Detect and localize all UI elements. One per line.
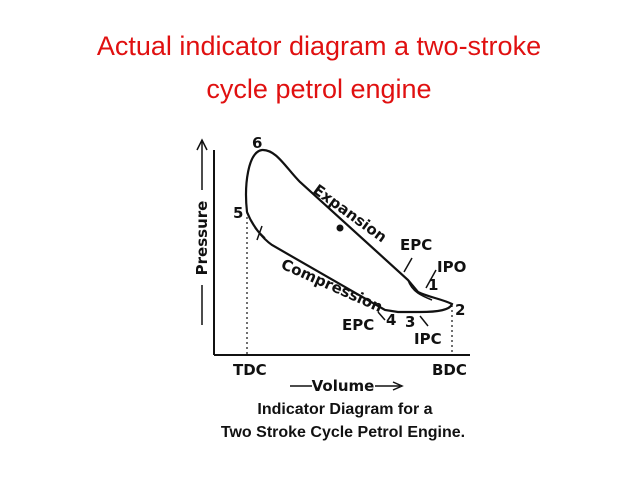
indicator-curve: [244, 148, 454, 314]
inner-loop: [407, 279, 433, 301]
epc-label: EPC: [400, 236, 432, 254]
ipc-label: IPC: [414, 330, 442, 348]
title-line: cycle petrol engine: [206, 74, 431, 104]
arrow-head: [392, 381, 404, 391]
pressure-label: Pressure: [193, 201, 211, 276]
pointer: [425, 269, 437, 289]
diagram: [196, 138, 470, 391]
point-label: 5: [233, 204, 243, 222]
pointer: [377, 311, 386, 321]
point-label: 3: [405, 313, 415, 331]
point-label: 4: [386, 311, 396, 329]
point-label: 6: [252, 134, 262, 152]
epc-label: EPC: [342, 316, 374, 334]
caption-line: Two Stroke Cycle Petrol Engine.: [221, 424, 465, 441]
ipo-label: IPO: [437, 258, 466, 276]
tdc-label: TDC: [233, 361, 267, 379]
point-label: 1: [428, 276, 438, 294]
ignition-mark: [254, 225, 266, 241]
caption-line: Indicator Diagram for a: [257, 401, 432, 418]
pointer: [419, 315, 429, 327]
title-line: Actual indicator diagram a two-stroke: [97, 31, 541, 61]
point-label: 2: [455, 301, 465, 319]
curve-dot: [336, 224, 344, 232]
volume-label: Volume: [312, 377, 375, 395]
pointer: [403, 257, 413, 273]
bdc-label: BDC: [432, 361, 467, 379]
arrow-head: [196, 138, 208, 151]
